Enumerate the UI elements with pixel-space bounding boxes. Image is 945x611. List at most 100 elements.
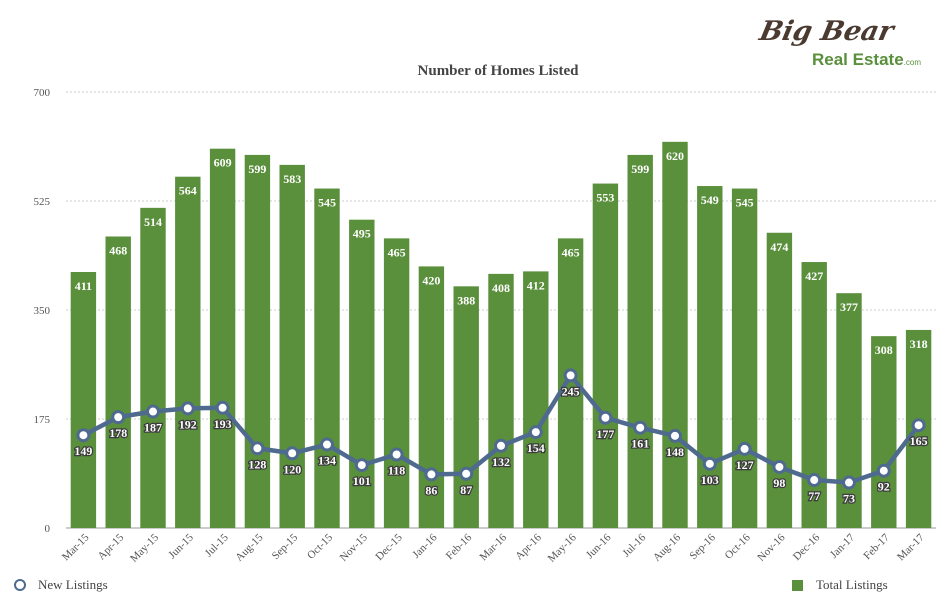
logo-real-estate: Real Estate <box>812 50 904 69</box>
point-value-label: 86 <box>425 483 437 497</box>
bar-total-listings <box>279 164 305 529</box>
bar-value-label: 545 <box>318 196 336 210</box>
point-value-label: 118 <box>388 464 405 478</box>
legend-item-total-listings[interactable]: Total Listings <box>792 577 888 593</box>
bar-value-label: 553 <box>596 191 614 205</box>
line-layer: 149 178 187 192 193 128 120 134 101 118 86 87 132 154… <box>73 368 929 507</box>
point-new-listings <box>702 456 717 471</box>
x-tick-label: May-15 <box>128 531 161 564</box>
point-new-listings <box>389 447 404 462</box>
point-new-listings <box>250 441 265 456</box>
bar-total-listings <box>731 188 758 529</box>
x-tick-label: Aug-16 <box>651 531 684 564</box>
bar-value-label: 620 <box>666 149 684 163</box>
bar-value-label: 514 <box>144 215 162 229</box>
bar-total-listings <box>488 273 514 528</box>
grid-layer: 0 175 350 525 700 <box>34 87 936 535</box>
bar-value-label: 609 <box>214 156 232 170</box>
point-new-listings <box>737 441 752 456</box>
point-value-label: 101 <box>353 474 371 488</box>
point-value-label: 193 <box>214 417 232 431</box>
point-new-listings <box>459 466 474 481</box>
legend-label-total-listings: Total Listings <box>816 577 888 592</box>
point-value-label: 178 <box>109 426 127 440</box>
bar-total-listings <box>766 232 793 528</box>
point-new-listings <box>76 428 91 443</box>
bars-layer: 411 468 514 564 609 599 583 545 495 465 420 388 408 4… <box>70 141 932 529</box>
y-tick-label: 0 <box>45 523 51 535</box>
point-value-label: 92 <box>878 480 890 494</box>
y-tick-label: 700 <box>34 87 51 99</box>
x-tick-label: Mar-16 <box>477 531 509 563</box>
x-tick-label: Apr-15 <box>96 531 127 562</box>
point-new-listings <box>180 401 195 416</box>
point-new-listings <box>320 437 334 452</box>
y-tick-label: 525 <box>34 196 51 208</box>
point-value-label: 127 <box>736 458 754 472</box>
x-tick-label: Jan-17 <box>828 531 858 561</box>
point-new-listings <box>842 475 856 490</box>
point-value-label: 165 <box>910 434 928 448</box>
point-value-label: 128 <box>248 457 266 471</box>
bar-value-label: 468 <box>109 244 127 258</box>
x-tick-label: Feb-17 <box>861 531 892 562</box>
bar-total-listings <box>627 154 653 528</box>
point-new-listings <box>528 425 543 440</box>
bar-total-listings <box>209 148 236 528</box>
bar-value-label: 583 <box>283 172 301 186</box>
bar-total-listings <box>140 207 166 528</box>
point-value-label: 98 <box>773 476 785 490</box>
point-new-listings <box>807 473 822 488</box>
point-new-listings <box>911 418 926 433</box>
bar-total-listings <box>871 336 897 528</box>
point-new-listings <box>111 410 126 425</box>
point-new-listings <box>424 467 439 482</box>
point-new-listings <box>494 438 508 453</box>
point-value-label: 103 <box>701 473 719 487</box>
x-tick-label: May-16 <box>546 531 579 564</box>
bar-value-label: 474 <box>770 240 788 254</box>
x-tick-label: Oct-15 <box>305 531 335 561</box>
point-value-label: 192 <box>179 417 197 431</box>
legend-marker-new-listings <box>14 579 26 591</box>
bar-value-label: 495 <box>353 227 371 241</box>
point-new-listings <box>215 400 230 415</box>
y-tick-label: 350 <box>34 305 51 317</box>
point-value-label: 245 <box>562 384 580 398</box>
bar-value-label: 412 <box>527 278 545 292</box>
bar-value-label: 318 <box>910 337 928 351</box>
point-value-label: 148 <box>666 445 684 459</box>
bar-total-listings <box>523 271 549 528</box>
brand-logo: Big Bear Real Estate.com <box>757 14 928 74</box>
legend-label-new-listings: New Listings <box>38 577 108 592</box>
bar-value-label: 564 <box>179 184 197 198</box>
bar-value-label: 599 <box>631 162 649 176</box>
bar-value-label: 599 <box>248 162 266 176</box>
bar-total-listings <box>105 236 131 528</box>
x-tick-label: Oct-16 <box>723 531 753 561</box>
x-tick-label: Feb-16 <box>444 531 475 562</box>
x-tick-label: Jul-16 <box>620 531 648 559</box>
bar-total-listings <box>70 272 97 528</box>
legend-marker-total-listings <box>792 579 803 591</box>
point-value-label: 134 <box>318 454 336 468</box>
x-tick-label: Aug-15 <box>233 531 266 564</box>
x-axis: Mar-15 Apr-15 May-15 Jun-15 Jul-15 Aug-15 Sep-… <box>60 531 927 564</box>
bar-total-listings <box>592 183 619 528</box>
x-tick-label: Nov-16 <box>755 531 788 564</box>
point-value-label: 177 <box>596 427 614 441</box>
bar-value-label: 465 <box>562 245 580 259</box>
point-value-label: 77 <box>808 489 820 503</box>
point-value-label: 132 <box>492 455 510 469</box>
point-value-label: 73 <box>843 492 855 506</box>
point-value-label: 161 <box>631 437 649 451</box>
x-tick-label: Apr-16 <box>513 531 544 562</box>
legend-item-new-listings[interactable]: New Listings <box>14 577 108 593</box>
bar-value-label: 388 <box>457 293 475 307</box>
bar-value-label: 545 <box>736 196 754 210</box>
x-tick-label: Jul-15 <box>203 531 231 559</box>
x-tick-label: Dec-15 <box>373 531 405 563</box>
point-new-listings <box>772 459 787 474</box>
point-value-label: 149 <box>74 444 92 458</box>
